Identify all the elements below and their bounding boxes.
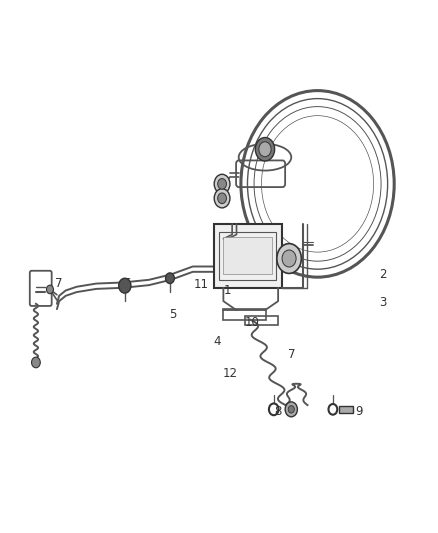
- Text: 2: 2: [379, 268, 387, 281]
- Text: 7: 7: [55, 277, 63, 290]
- Circle shape: [214, 174, 230, 193]
- FancyBboxPatch shape: [339, 406, 353, 413]
- Circle shape: [218, 193, 226, 204]
- Text: 1: 1: [224, 284, 232, 297]
- Circle shape: [166, 273, 174, 284]
- Circle shape: [32, 357, 40, 368]
- Text: 11: 11: [194, 278, 209, 290]
- Text: 10: 10: [244, 316, 259, 329]
- Text: 8: 8: [275, 405, 282, 418]
- Circle shape: [119, 278, 131, 293]
- Circle shape: [288, 406, 294, 413]
- Text: 7: 7: [287, 348, 295, 361]
- Circle shape: [218, 179, 226, 189]
- Circle shape: [285, 402, 297, 417]
- Circle shape: [214, 189, 230, 208]
- Circle shape: [259, 142, 271, 157]
- Text: 5: 5: [170, 308, 177, 321]
- FancyBboxPatch shape: [223, 237, 272, 274]
- Text: 9: 9: [355, 405, 363, 418]
- FancyBboxPatch shape: [214, 224, 282, 288]
- Text: 3: 3: [380, 296, 387, 309]
- Circle shape: [277, 244, 301, 273]
- Text: 4: 4: [213, 335, 221, 348]
- Circle shape: [255, 138, 275, 161]
- Text: 12: 12: [223, 367, 237, 379]
- Circle shape: [282, 250, 296, 267]
- Circle shape: [46, 285, 53, 294]
- Text: 6: 6: [123, 277, 131, 290]
